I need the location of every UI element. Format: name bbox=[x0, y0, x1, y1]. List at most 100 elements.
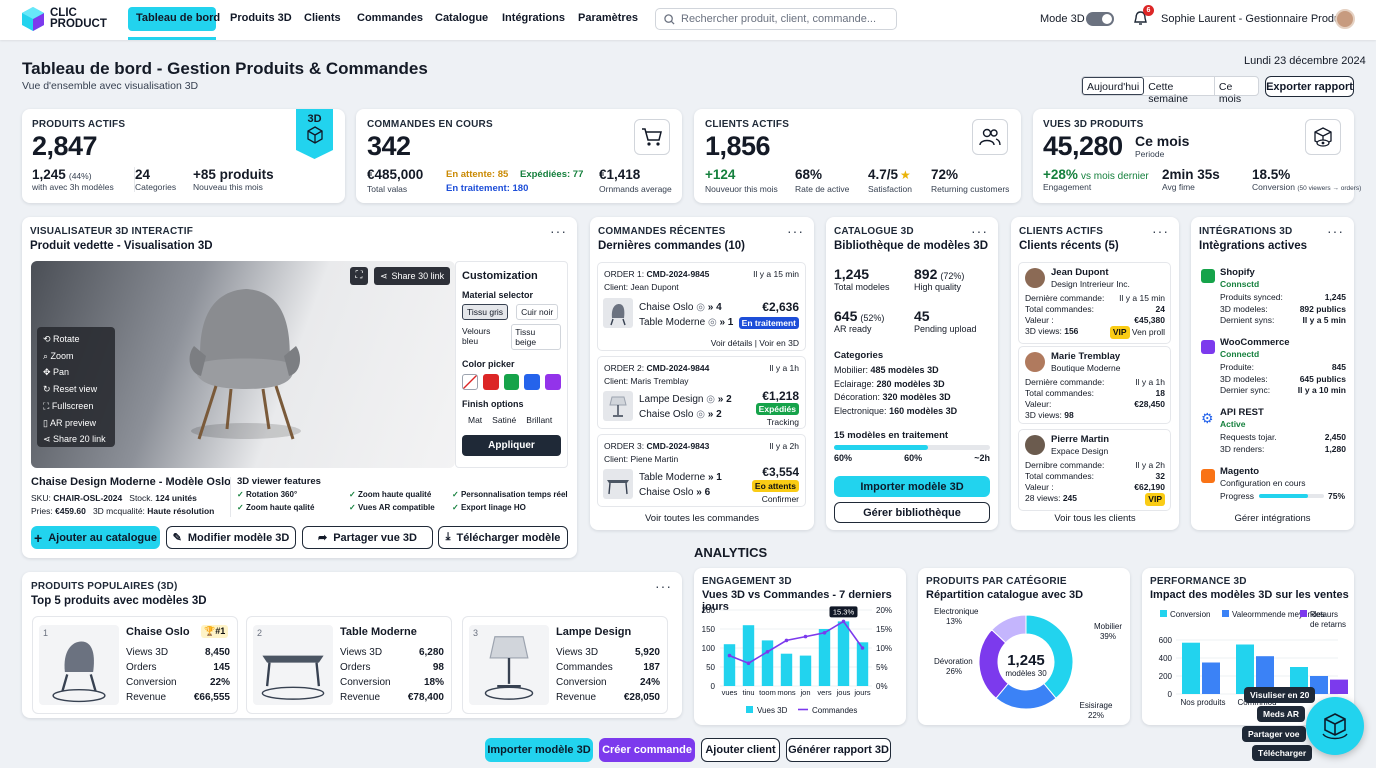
order-card[interactable]: ORDER 3: CMD-2024-9843 Il y a 2h Client:… bbox=[597, 434, 806, 507]
line-point[interactable] bbox=[746, 661, 751, 665]
more-menu-icon[interactable]: ··· bbox=[1327, 223, 1344, 239]
bar-valeormmende[interactable] bbox=[1202, 662, 1220, 695]
logo[interactable]: CLIC PRODUCT bbox=[20, 6, 107, 32]
nav-tab-orders[interactable]: Commandes bbox=[357, 12, 424, 24]
tool-rotate[interactable]: ⟲ Rotate bbox=[43, 334, 80, 344]
bar-views-3d[interactable] bbox=[818, 629, 831, 686]
more-menu-icon[interactable]: ··· bbox=[1152, 223, 1169, 239]
import-3d-model-button[interactable]: Importer modèle 3D bbox=[834, 476, 990, 497]
search-input[interactable]: Rechercher produit, client, commande... bbox=[655, 8, 897, 30]
color-swatch[interactable] bbox=[524, 374, 541, 390]
color-swatch[interactable] bbox=[503, 374, 520, 390]
line-point[interactable] bbox=[784, 638, 789, 643]
confirm-link[interactable]: Confirmer bbox=[761, 494, 799, 504]
donut-slice[interactable] bbox=[1025, 614, 1074, 699]
mode-3d-toggle[interactable] bbox=[1086, 12, 1114, 26]
share-3d-view-button[interactable]: ➦ Partager vue 3D bbox=[302, 526, 433, 549]
nav-tab-dashboard-label[interactable]: Tableau de bord bbox=[136, 12, 221, 24]
order-card[interactable]: ORDER 1: CMD-2024-9845 Il y a 15 min Cli… bbox=[597, 262, 806, 351]
bar-valeormmende[interactable] bbox=[1256, 656, 1274, 694]
tool-ar[interactable]: ▯ AR preview bbox=[43, 417, 96, 428]
nav-tab-settings[interactable]: Paramètres bbox=[578, 12, 638, 24]
range-month[interactable]: Ce mois bbox=[1218, 81, 1242, 105]
nav-tab-integrations[interactable]: Intégrations bbox=[502, 12, 565, 24]
3d-viewport[interactable]: ⛶ ⋖ Share 30 link ⟲ Rotate ⌕ Zoom ✥ Pan ↻… bbox=[31, 261, 455, 468]
user-avatar[interactable] bbox=[1335, 9, 1355, 29]
view-all-clients-link[interactable]: Voir tous les clients bbox=[1054, 513, 1136, 524]
bar-views-3d[interactable] bbox=[837, 621, 850, 686]
line-point[interactable] bbox=[803, 634, 808, 639]
bar-views-3d[interactable] bbox=[799, 655, 812, 686]
tracking-link[interactable]: Tracking bbox=[766, 417, 799, 427]
bar-retaurs[interactable] bbox=[1330, 679, 1348, 694]
tool-fullscreen[interactable]: ⛶ Fullscreen bbox=[43, 400, 94, 411]
nav-tab-clients[interactable]: Clients bbox=[304, 12, 341, 24]
export-report-button[interactable]: Exporter rapport bbox=[1265, 76, 1354, 97]
nav-tab-dashboard[interactable] bbox=[128, 7, 216, 31]
bar-views-3d[interactable] bbox=[856, 642, 869, 686]
nav-tab-products-3d[interactable]: Produits 3D bbox=[230, 12, 292, 24]
finish-option[interactable]: Mat bbox=[468, 415, 483, 425]
bar-conversion[interactable] bbox=[1236, 644, 1254, 695]
apply-button[interactable]: Appliquer bbox=[462, 435, 561, 456]
import-3d-model-bottom-button[interactable]: Importer modèle 3D bbox=[485, 738, 593, 762]
tool-reset[interactable]: ↻ Reset view bbox=[43, 384, 98, 395]
tool-pan[interactable]: ✥ Pan bbox=[43, 367, 70, 378]
donut-slice[interactable] bbox=[978, 629, 1009, 699]
generate-3d-report-button[interactable]: Générer rapport 3D bbox=[786, 738, 891, 762]
client-card[interactable]: Pierre Martin Expace Design Dernibre com… bbox=[1018, 429, 1171, 511]
view-all-orders-link[interactable]: Voir toutes les commandes bbox=[644, 513, 760, 524]
create-order-button[interactable]: Créer commande bbox=[599, 738, 695, 762]
popular-product-card[interactable]: 3 Lampe Design Views 3D 5,920 Commandes 187… bbox=[462, 616, 668, 714]
bar-conversion[interactable] bbox=[1182, 642, 1200, 694]
line-point[interactable] bbox=[860, 646, 865, 650]
view-details-link[interactable]: Voir détails bbox=[710, 338, 753, 348]
client-card[interactable]: Jean Dupont Design Intrerieur Inc. Derni… bbox=[1018, 262, 1171, 344]
manage-integrations-link[interactable]: Gérer intégrations bbox=[1234, 513, 1311, 524]
finish-option[interactable]: Brillant bbox=[526, 415, 553, 425]
view-3d-link[interactable]: Voir en 3D bbox=[759, 338, 799, 348]
share-link-button[interactable]: ⋖ Share 30 link bbox=[374, 267, 451, 285]
popular-product-card[interactable]: 2 Table Moderne Views 3D 6,280 Orders 98 Con… bbox=[246, 616, 452, 714]
user-name[interactable]: Sophie Laurent - Gestionnaire Produits bbox=[1161, 13, 1352, 25]
material-option[interactable]: Velours bleu bbox=[462, 326, 491, 346]
tool-zoom[interactable]: ⌕ Zoom bbox=[43, 350, 74, 361]
popular-product-card[interactable]: 1 Chaise Oslo 🏆#1 Views 3D 8,450 Orders 145… bbox=[32, 616, 238, 714]
more-menu-icon[interactable]: ··· bbox=[787, 223, 804, 239]
bar-views-3d[interactable] bbox=[761, 640, 774, 686]
bar-views-3d[interactable] bbox=[742, 625, 755, 686]
tool-share[interactable]: ⋖ Share 20 link bbox=[43, 434, 106, 445]
order-card[interactable]: ORDER 2: CMD-2024-9844 Il y a 1h Client:… bbox=[597, 356, 806, 429]
color-swatch[interactable] bbox=[482, 374, 499, 390]
add-to-catalog-button[interactable]: + Ajouter au catalogue bbox=[31, 526, 160, 549]
bar-views-3d[interactable] bbox=[723, 644, 736, 686]
download-model-button[interactable]: ⤓ Télécharger modèle bbox=[438, 526, 568, 549]
line-point[interactable] bbox=[841, 619, 846, 624]
material-option[interactable]: Tissu beige bbox=[511, 324, 561, 350]
finish-option[interactable]: Satiné bbox=[492, 415, 517, 425]
range-today[interactable]: Aujourd'hui bbox=[1082, 77, 1145, 95]
bar-views-3d[interactable] bbox=[780, 653, 793, 686]
material-option[interactable]: Tissu gris bbox=[462, 304, 509, 320]
more-menu-icon[interactable]: ··· bbox=[971, 223, 988, 239]
more-menu-icon[interactable]: ··· bbox=[550, 223, 567, 239]
line-point[interactable] bbox=[822, 631, 827, 635]
more-menu-icon[interactable]: ··· bbox=[655, 578, 672, 594]
view-profile-link[interactable]: Ven proll bbox=[1131, 327, 1165, 337]
add-client-button[interactable]: Ajouter client bbox=[701, 738, 780, 762]
fullscreen-icon[interactable]: ⛶ bbox=[350, 267, 368, 285]
fab-menu-visualize[interactable]: Visuliser en 20 bbox=[1244, 687, 1316, 703]
fab-3d-button[interactable] bbox=[1306, 697, 1364, 755]
fab-menu-download[interactable]: Télécharger bbox=[1252, 745, 1313, 761]
color-swatch[interactable] bbox=[545, 374, 562, 390]
line-point[interactable] bbox=[727, 653, 732, 658]
range-week[interactable]: Cette semaine bbox=[1144, 77, 1215, 105]
material-option[interactable]: Cuir noir bbox=[516, 304, 559, 320]
manage-library-button[interactable]: Gérer bibliothèque bbox=[834, 502, 990, 523]
fab-menu-share[interactable]: Partager voe bbox=[1242, 726, 1306, 742]
nav-tab-catalog[interactable]: Catalogue bbox=[435, 12, 489, 24]
fab-menu-ar[interactable]: Meds AR bbox=[1257, 706, 1306, 722]
swatch-none[interactable] bbox=[462, 374, 478, 390]
line-point[interactable] bbox=[765, 650, 770, 654]
edit-3d-model-button[interactable]: ✎ Modifier modèle 3D bbox=[166, 526, 296, 549]
